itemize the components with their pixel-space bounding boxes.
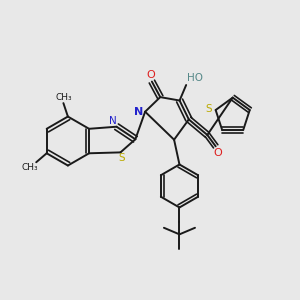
Text: O: O <box>213 148 222 158</box>
Text: N: N <box>109 116 117 126</box>
Text: O: O <box>147 70 155 80</box>
Text: CH₃: CH₃ <box>22 163 39 172</box>
Text: HO: HO <box>187 74 202 83</box>
Text: CH₃: CH₃ <box>55 93 72 102</box>
Text: S: S <box>118 153 125 164</box>
Text: S: S <box>206 103 212 113</box>
Text: N: N <box>134 107 143 117</box>
